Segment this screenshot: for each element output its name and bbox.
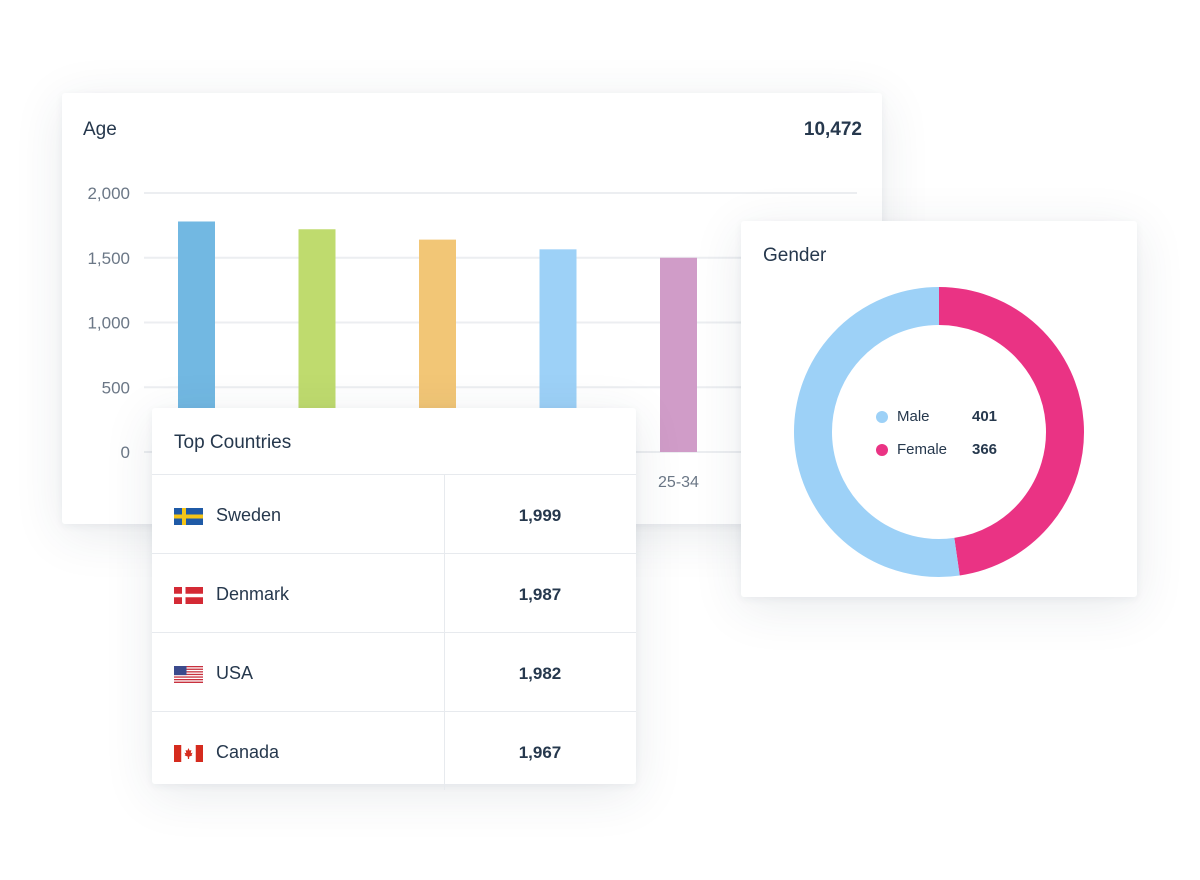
country-value: 1,967 (518, 743, 562, 762)
gender-card-title: Gender (763, 245, 827, 266)
female-donut-slice (938, 287, 1084, 576)
age-card-title: Age (83, 119, 117, 140)
table-row: Canada 1,967 (152, 711, 636, 790)
female-legend-dot (876, 444, 888, 456)
y-tick-label: 2,000 (87, 184, 130, 203)
legend-label: Female (897, 441, 948, 458)
country-value: 1,987 (518, 585, 562, 604)
column-divider (444, 712, 445, 790)
sweden-flag-icon (174, 508, 203, 525)
table-row: Denmark 1,987 (152, 553, 636, 632)
legend-value: 401 (972, 408, 998, 425)
y-tick-label: 0 (121, 443, 130, 462)
legend-value: 366 (972, 441, 998, 458)
legend-label: Male (897, 408, 930, 425)
usa-flag-icon (174, 666, 203, 683)
country-name: Denmark (216, 584, 290, 604)
y-tick-label: 1,000 (87, 314, 130, 333)
table-row: Sweden 1,999 (152, 474, 636, 553)
column-divider (444, 633, 445, 711)
gender-donut-chart (794, 287, 1084, 577)
gender-card: Gender Male 401 Female 366 (741, 221, 1137, 597)
age-total-count: 10,472 (803, 119, 862, 140)
y-tick-label: 1,500 (87, 249, 130, 268)
table-row: USA 1,982 (152, 632, 636, 711)
top-countries-card: Top Countries Sweden 1,999 Denmark 1,987 (152, 408, 636, 790)
country-name: Sweden (216, 505, 282, 525)
male-donut-slice (794, 287, 960, 577)
country-name: Canada (216, 742, 280, 762)
country-value: 1,982 (518, 664, 562, 683)
x-tick-label: 25-34 (658, 474, 699, 491)
denmark-flag-icon (174, 587, 203, 604)
y-tick-label: 500 (102, 378, 130, 397)
canada-flag-icon (174, 745, 203, 762)
top-countries-title: Top Countries (174, 432, 292, 453)
countries-table: Sweden 1,999 Denmark 1,987 (152, 474, 636, 790)
country-name: USA (216, 663, 254, 683)
age-bar (660, 257, 697, 452)
column-divider (444, 554, 445, 632)
male-legend-dot (876, 411, 888, 423)
country-value: 1,999 (518, 506, 562, 525)
column-divider (444, 475, 445, 553)
